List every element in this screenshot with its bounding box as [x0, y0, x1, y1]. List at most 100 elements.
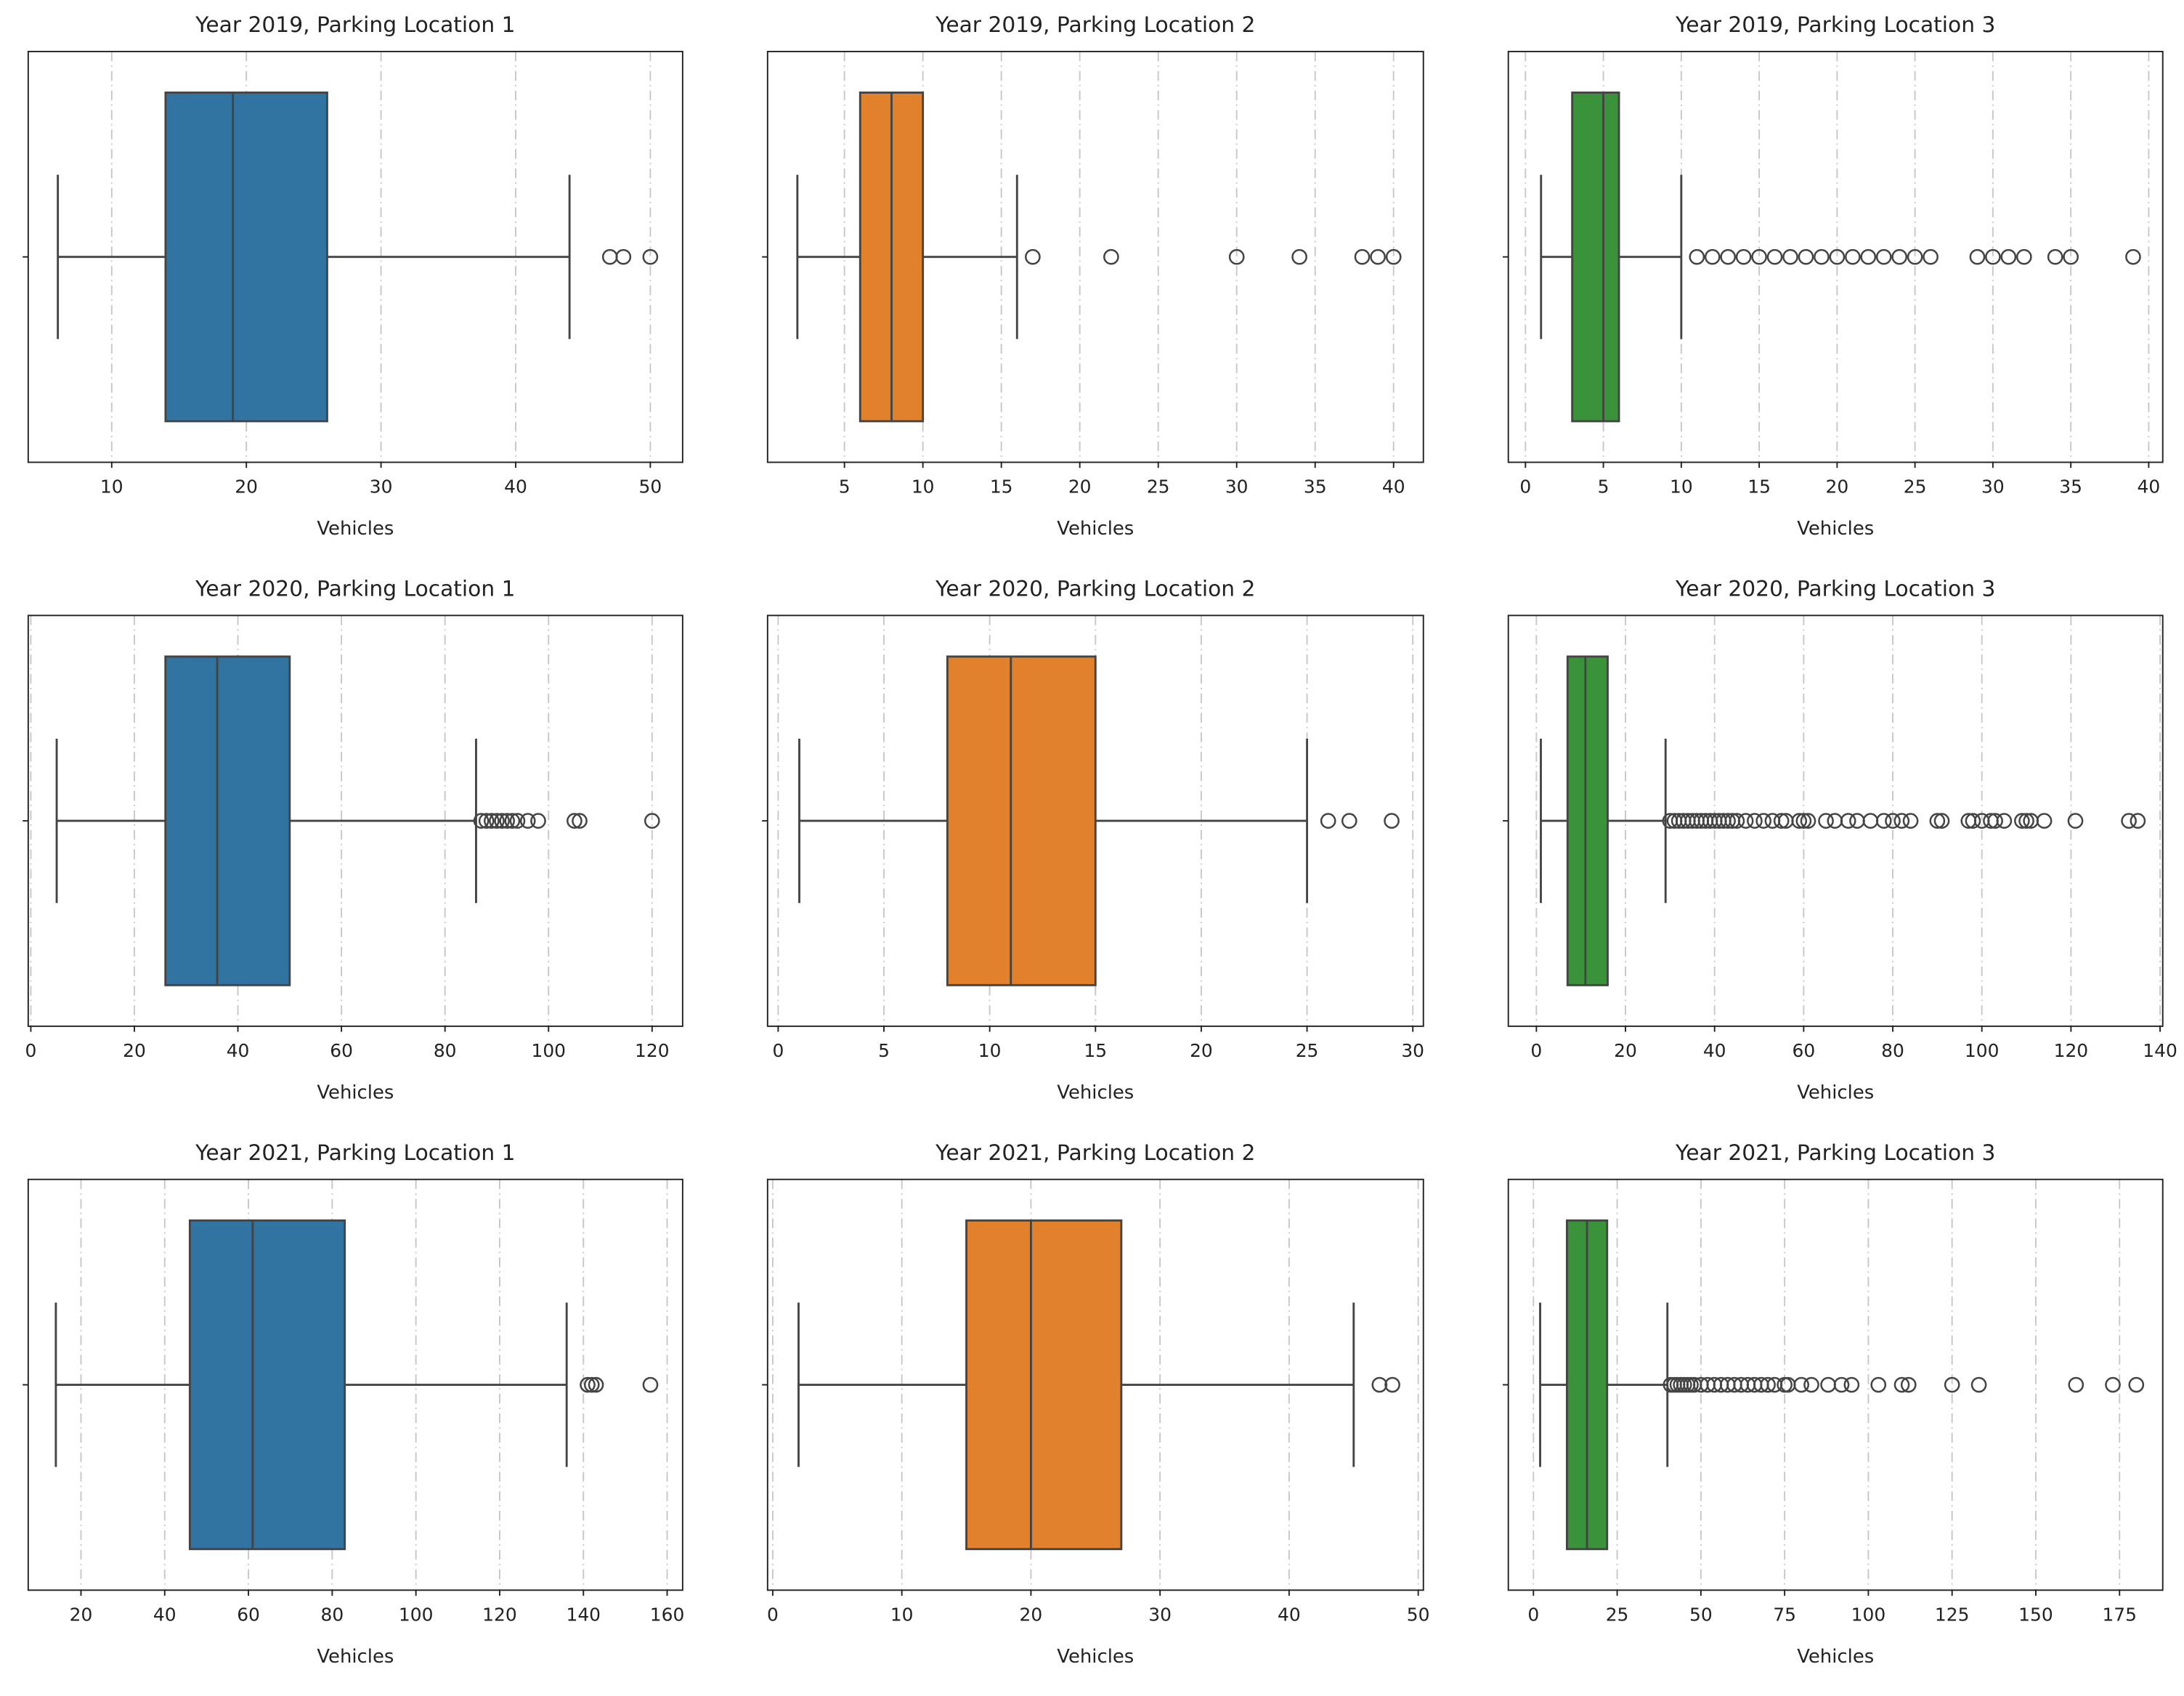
x-tick-label: 10	[1670, 476, 1693, 498]
chart-title: Year 2019, Parking Location 3	[1675, 12, 1995, 38]
x-tick-label: 10	[978, 1040, 1002, 1061]
outlier	[2014, 813, 2030, 829]
outlier	[1893, 813, 1910, 829]
outlier	[2036, 813, 2053, 829]
x-tick-label: 75	[1773, 1604, 1796, 1625]
outlier	[519, 813, 536, 829]
chart-title: Year 2019, Parking Location 1	[195, 12, 515, 38]
outlier	[1371, 1376, 1388, 1393]
x-tick-label: 30	[1148, 1604, 1172, 1625]
outlier	[1944, 1376, 1960, 1393]
outlier	[1720, 813, 1736, 829]
x-tick-label: 5	[878, 1040, 890, 1061]
chart-title: Year 2021, Parking Location 3	[1675, 1140, 1995, 1166]
outlier	[1795, 813, 1812, 829]
outlier	[1923, 248, 1939, 265]
x-tick-label: 20	[1614, 1040, 1637, 1061]
outlier	[1843, 1376, 1860, 1393]
outlier	[2128, 1376, 2145, 1393]
outlier	[1791, 813, 1808, 829]
x-tick-label: 40	[2138, 476, 2161, 498]
x-tick-label: 80	[434, 1040, 457, 1061]
outlier	[1844, 248, 1861, 265]
plot-border	[1507, 614, 2164, 1027]
x-tick-label: 20	[123, 1040, 146, 1061]
box	[946, 655, 1097, 986]
outlier	[1704, 248, 1721, 265]
outlier	[2063, 248, 2079, 265]
outlier	[1025, 248, 1041, 265]
chart-title: Year 2020, Parking Location 2	[935, 577, 1255, 602]
chart-title: Year 2021, Parking Location 2	[935, 1140, 1255, 1166]
box	[164, 655, 291, 986]
chart-title: Year 2020, Parking Location 1	[195, 577, 515, 602]
outlier	[1793, 1376, 1810, 1393]
outlier	[1803, 1376, 1819, 1393]
x-tick-label: 60	[330, 1040, 353, 1061]
outlier	[1860, 248, 1877, 265]
outlier	[489, 813, 505, 829]
x-tick-label: 25	[1904, 476, 1927, 498]
x-tick-label: 0	[767, 1604, 779, 1625]
outlier	[1985, 248, 2001, 265]
outlier	[1320, 813, 1336, 829]
x-axis-label: Vehicles	[1057, 1082, 1134, 1104]
outlier	[2000, 248, 2017, 265]
outlier	[2105, 1376, 2121, 1393]
plot-border	[1507, 50, 2164, 463]
outlier	[1384, 1376, 1400, 1393]
x-tick-label: 10	[912, 476, 935, 498]
outlier	[484, 813, 500, 829]
outlier	[1970, 1376, 1987, 1393]
plot-border	[27, 50, 683, 463]
outlier	[1291, 248, 1307, 265]
x-tick-label: 30	[1981, 476, 2005, 498]
x-tick-label: 0	[1527, 1604, 1539, 1625]
outlier	[1735, 248, 1752, 265]
x-tick-label: 35	[2059, 476, 2082, 498]
x-tick-label: 25	[1606, 1604, 1629, 1625]
outlier	[588, 1376, 604, 1393]
outlier	[1782, 248, 1798, 265]
x-tick-label: 60	[1793, 1040, 1816, 1061]
outlier	[1689, 248, 1705, 265]
outlier	[642, 1376, 659, 1393]
x-tick-label: 5	[839, 476, 851, 498]
outlier	[1818, 813, 1834, 829]
outlier	[1829, 248, 1846, 265]
outlier	[2130, 813, 2146, 829]
x-axis-label: Vehicles	[1057, 1646, 1134, 1668]
x-tick-label: 175	[2102, 1604, 2137, 1625]
x-tick-label: 50	[1689, 1604, 1713, 1625]
outlier	[478, 813, 495, 829]
x-tick-label: 30	[1225, 476, 1249, 498]
outlier	[2067, 813, 2084, 829]
outlier	[1385, 248, 1402, 265]
plot-border	[1507, 1178, 2164, 1591]
x-axis-label: Vehicles	[1797, 1646, 1874, 1668]
x-tick-label: 40	[1382, 476, 1405, 498]
outlier	[1875, 813, 1892, 829]
x-tick-label: 50	[1407, 1604, 1430, 1625]
x-axis-label: Vehicles	[317, 518, 394, 540]
outlier	[1833, 1376, 1850, 1393]
x-tick-label: 10	[890, 1604, 914, 1625]
outlier	[642, 248, 659, 265]
outlier	[572, 813, 588, 829]
x-tick-label: 20	[1068, 476, 1092, 498]
outlier	[509, 813, 526, 829]
x-axis-label: Vehicles	[317, 1646, 394, 1668]
plot-border	[27, 1178, 683, 1591]
x-tick-label: 30	[370, 476, 393, 498]
outlier	[1907, 248, 1923, 265]
outlier	[1965, 813, 1981, 829]
outlier	[1900, 1376, 1917, 1393]
outlier	[2047, 248, 2063, 265]
x-tick-label: 15	[990, 476, 1013, 498]
outlier	[1893, 1376, 1910, 1393]
outlier	[1773, 813, 1790, 829]
chart-title: Year 2020, Parking Location 3	[1675, 577, 1995, 602]
x-tick-label: 80	[1881, 1040, 1904, 1061]
box	[188, 1219, 346, 1551]
outlier	[1902, 813, 1919, 829]
